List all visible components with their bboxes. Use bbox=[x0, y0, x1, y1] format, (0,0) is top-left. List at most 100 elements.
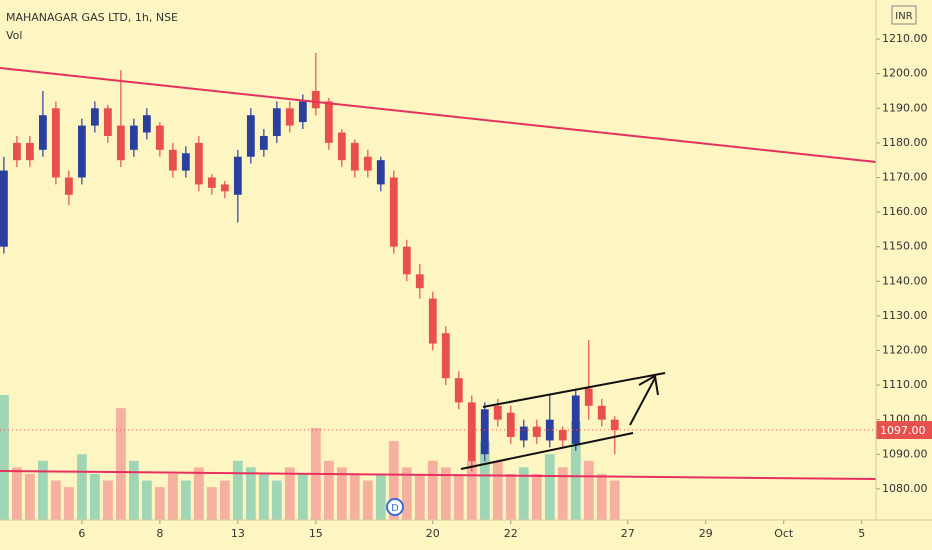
volume-bar bbox=[596, 473, 607, 520]
currency-box bbox=[891, 5, 917, 25]
candle-body bbox=[571, 395, 580, 444]
volume-bar bbox=[349, 473, 360, 520]
volume-bar bbox=[0, 395, 9, 520]
x-tick-label: 15 bbox=[309, 527, 323, 540]
x-tick-label: 13 bbox=[231, 527, 245, 540]
volume-bar bbox=[258, 473, 269, 520]
volume-bar bbox=[76, 454, 87, 520]
volume-bar bbox=[427, 460, 438, 520]
y-tick-label: 1150.00 bbox=[882, 240, 928, 253]
volume-bar bbox=[518, 467, 529, 520]
candle-body bbox=[350, 142, 359, 171]
volume-bar bbox=[414, 473, 425, 520]
candle-body bbox=[298, 101, 307, 123]
candle-body bbox=[519, 426, 528, 441]
y-tick-label: 1130.00 bbox=[882, 309, 928, 322]
candle-body bbox=[207, 177, 216, 188]
volume-bar bbox=[128, 460, 139, 520]
volume-bar bbox=[557, 467, 568, 520]
candle-body bbox=[51, 108, 60, 178]
candle-body bbox=[25, 142, 34, 161]
volume-label: Vol bbox=[6, 29, 22, 42]
candle-body bbox=[64, 177, 73, 195]
volume-bar bbox=[167, 473, 178, 520]
chart-title: MAHANAGAR GAS LTD, 1h, NSE bbox=[6, 11, 178, 24]
volume-bar bbox=[336, 467, 347, 520]
y-tick-label: 1170.00 bbox=[882, 170, 928, 183]
x-tick-label: Oct bbox=[774, 527, 794, 540]
candle-body bbox=[311, 90, 320, 109]
dividend-marker[interactable] bbox=[386, 498, 404, 516]
y-tick-label: 1160.00 bbox=[882, 205, 928, 218]
volume-bar bbox=[180, 480, 191, 520]
candle-body bbox=[545, 419, 554, 441]
y-tick-label: 1090.00 bbox=[882, 447, 928, 460]
volume-bar bbox=[206, 487, 217, 520]
candle-body bbox=[441, 333, 450, 379]
volume-bar bbox=[284, 467, 295, 520]
volume-bar bbox=[219, 480, 230, 520]
volume-bar bbox=[102, 480, 113, 520]
candle-body bbox=[103, 108, 112, 136]
candle-body bbox=[233, 156, 242, 195]
y-tick-label: 1190.00 bbox=[882, 101, 928, 114]
candle-body bbox=[428, 298, 437, 344]
candle-body bbox=[38, 115, 47, 150]
x-tick-label: 27 bbox=[621, 527, 635, 540]
volume-bar bbox=[466, 460, 477, 520]
y-tick-label: 1140.00 bbox=[882, 274, 928, 287]
volume-bar bbox=[37, 460, 48, 520]
candle-body bbox=[12, 142, 21, 161]
candle-body bbox=[363, 156, 372, 171]
volume-bar bbox=[271, 480, 282, 520]
volume-bar bbox=[245, 467, 256, 520]
volume-bar bbox=[232, 460, 243, 520]
last-price-tag bbox=[876, 421, 932, 440]
volume-bar bbox=[50, 480, 61, 520]
candle-body bbox=[220, 184, 229, 192]
volume-bar bbox=[531, 473, 542, 520]
volume-bar bbox=[440, 467, 451, 520]
volume-bar bbox=[453, 473, 464, 520]
volume-bar bbox=[362, 480, 373, 520]
volume-bar bbox=[141, 480, 152, 520]
volume-bar bbox=[193, 467, 204, 520]
currency: INR bbox=[895, 11, 912, 22]
x-tick-label: 8 bbox=[156, 527, 163, 540]
volume-bar bbox=[492, 460, 503, 520]
candle-body bbox=[129, 125, 138, 150]
candle-body bbox=[558, 430, 567, 441]
volume-bar bbox=[297, 473, 308, 520]
candle-body bbox=[259, 135, 268, 150]
candle-body bbox=[584, 388, 593, 406]
candle-body bbox=[389, 177, 398, 247]
last-price-label: 1097.00 bbox=[880, 424, 926, 437]
ticks-layer: 1080.001090.001100.001110.001120.001130.… bbox=[78, 32, 927, 540]
candle-body bbox=[142, 115, 151, 133]
arrow-head bbox=[638, 374, 659, 396]
y-tick-label: 1120.00 bbox=[882, 343, 928, 356]
support-line bbox=[0, 470, 877, 480]
candle-body bbox=[285, 108, 294, 126]
candle-body bbox=[116, 125, 125, 161]
y-tick-label: 1110.00 bbox=[882, 378, 928, 391]
candle-body bbox=[597, 405, 606, 420]
candles-layer: 1097.00 bbox=[0, 52, 932, 472]
arrow-shaft bbox=[629, 377, 656, 426]
volume-bar bbox=[375, 473, 386, 520]
volume-bar bbox=[89, 473, 100, 520]
candle-body bbox=[493, 405, 502, 420]
candle-body bbox=[610, 419, 619, 431]
candle-body bbox=[532, 426, 541, 437]
volume-bar bbox=[401, 467, 412, 520]
candle-body bbox=[272, 108, 281, 136]
volume-bar bbox=[63, 487, 74, 520]
candle-body bbox=[480, 409, 489, 455]
candle-body bbox=[168, 149, 177, 171]
y-tick-label: 1210.00 bbox=[882, 32, 928, 45]
candle-body bbox=[376, 160, 385, 185]
volume-bar bbox=[505, 473, 516, 520]
candle-body bbox=[324, 101, 333, 143]
dividend-icon[interactable]: D bbox=[391, 503, 399, 514]
